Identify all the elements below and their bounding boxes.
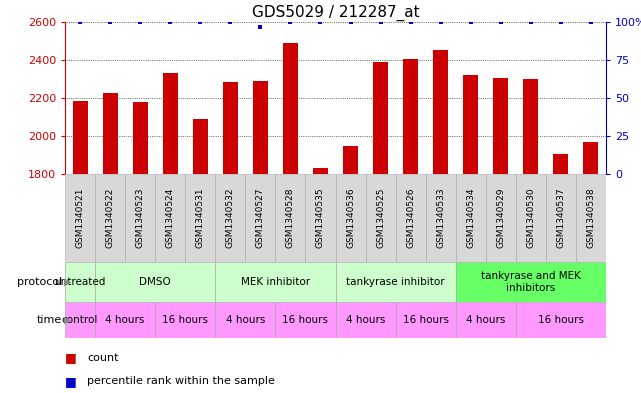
Text: 16 hours: 16 hours [162, 315, 208, 325]
Bar [335, 302, 395, 338]
Text: 4 hours: 4 hours [105, 315, 145, 325]
Bar [193, 119, 208, 174]
Bar [403, 59, 418, 174]
Bar [155, 174, 185, 262]
Bar [65, 302, 95, 338]
Text: GSM1340537: GSM1340537 [556, 188, 565, 248]
Text: GSM1340530: GSM1340530 [526, 188, 535, 248]
Text: GSM1340528: GSM1340528 [286, 188, 295, 248]
Bar [276, 302, 335, 338]
Text: 4 hours: 4 hours [226, 315, 265, 325]
Text: percentile rank within the sample: percentile rank within the sample [87, 376, 276, 386]
Text: GSM1340523: GSM1340523 [136, 188, 145, 248]
Bar [433, 50, 448, 174]
Bar [155, 302, 215, 338]
Bar [246, 174, 276, 262]
Bar [72, 101, 88, 174]
Bar [215, 302, 276, 338]
Text: ■: ■ [65, 375, 81, 388]
Text: tankyrase and MEK
inhibitors: tankyrase and MEK inhibitors [481, 271, 581, 293]
Text: GSM1340526: GSM1340526 [406, 188, 415, 248]
Bar [125, 174, 155, 262]
Bar [335, 174, 365, 262]
Bar [223, 82, 238, 174]
Text: ▶: ▶ [63, 277, 71, 287]
Text: ▶: ▶ [63, 315, 71, 325]
Bar [253, 81, 268, 174]
Bar [95, 262, 215, 302]
Text: MEK inhibitor: MEK inhibitor [241, 277, 310, 287]
Bar [395, 174, 426, 262]
Text: ■: ■ [65, 351, 81, 364]
Bar [546, 174, 576, 262]
Text: GSM1340522: GSM1340522 [106, 188, 115, 248]
Text: GSM1340524: GSM1340524 [165, 188, 175, 248]
Text: GSM1340521: GSM1340521 [76, 188, 85, 248]
Bar [456, 302, 516, 338]
Bar [133, 102, 147, 174]
Bar [456, 174, 486, 262]
Bar [426, 174, 456, 262]
Bar [215, 174, 246, 262]
Text: 4 hours: 4 hours [466, 315, 506, 325]
Text: untreated: untreated [54, 277, 106, 287]
Text: GSM1340535: GSM1340535 [316, 188, 325, 248]
Bar [185, 174, 215, 262]
Text: GSM1340534: GSM1340534 [466, 188, 475, 248]
Text: GSM1340529: GSM1340529 [496, 188, 505, 248]
Bar [553, 154, 569, 174]
Bar [463, 75, 478, 174]
Bar [494, 78, 508, 174]
Text: GSM1340527: GSM1340527 [256, 188, 265, 248]
Bar [516, 174, 546, 262]
Bar [276, 174, 306, 262]
Bar [456, 262, 606, 302]
Bar [576, 174, 606, 262]
Text: GSM1340531: GSM1340531 [196, 188, 204, 248]
Bar [365, 174, 395, 262]
Text: count: count [87, 353, 119, 363]
Text: DMSO: DMSO [139, 277, 171, 287]
Bar [486, 174, 516, 262]
Bar [306, 174, 335, 262]
Bar [95, 174, 125, 262]
Bar [283, 43, 298, 174]
Bar [343, 147, 358, 174]
Bar [395, 302, 456, 338]
Bar [103, 93, 117, 174]
Bar [215, 262, 335, 302]
Bar [335, 262, 456, 302]
Text: control: control [62, 315, 98, 325]
Text: GSM1340538: GSM1340538 [587, 188, 595, 248]
Bar [65, 174, 95, 262]
Text: GSM1340525: GSM1340525 [376, 188, 385, 248]
Text: tankyrase inhibitor: tankyrase inhibitor [346, 277, 445, 287]
Text: protocol: protocol [17, 277, 62, 287]
Title: GDS5029 / 212287_at: GDS5029 / 212287_at [252, 4, 419, 21]
Text: 16 hours: 16 hours [538, 315, 584, 325]
Text: 16 hours: 16 hours [283, 315, 328, 325]
Bar [523, 79, 538, 174]
Text: GSM1340533: GSM1340533 [436, 188, 445, 248]
Text: 16 hours: 16 hours [403, 315, 449, 325]
Text: GSM1340536: GSM1340536 [346, 188, 355, 248]
Bar [163, 73, 178, 174]
Text: GSM1340532: GSM1340532 [226, 188, 235, 248]
Bar [373, 62, 388, 174]
Bar [583, 142, 599, 174]
Text: 4 hours: 4 hours [346, 315, 385, 325]
Bar [95, 302, 155, 338]
Bar [516, 302, 606, 338]
Text: time: time [37, 315, 62, 325]
Bar [313, 168, 328, 174]
Bar [65, 262, 95, 302]
